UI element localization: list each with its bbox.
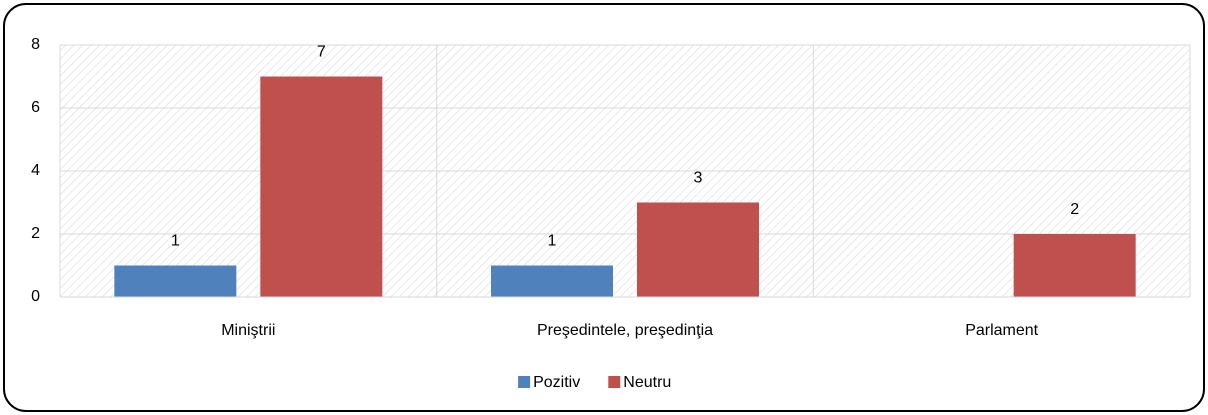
y-tick-label: 0 (31, 288, 40, 305)
data-label: 2 (1070, 201, 1079, 218)
y-tick-label: 8 (31, 36, 40, 53)
data-label: 7 (317, 44, 326, 61)
x-tick-label: Parlament (965, 322, 1038, 339)
bar (637, 202, 759, 297)
y-tick-label: 4 (31, 162, 40, 179)
legend-label: Neutru (623, 374, 671, 391)
y-tick-label: 2 (31, 225, 40, 242)
x-tick-label: Preşedintele, preşedinţia (537, 322, 713, 339)
data-label: 1 (548, 233, 557, 250)
y-tick-label: 6 (31, 99, 40, 116)
legend-swatch (518, 376, 531, 388)
bar (491, 265, 613, 297)
data-label: 1 (171, 233, 180, 250)
legend-swatch (608, 376, 621, 388)
x-tick-label: Miniştrii (221, 322, 275, 339)
bar (1013, 234, 1136, 297)
bar (260, 76, 383, 297)
bar (114, 265, 237, 297)
legend-label: Pozitiv (533, 374, 580, 391)
data-label: 3 (694, 170, 703, 187)
